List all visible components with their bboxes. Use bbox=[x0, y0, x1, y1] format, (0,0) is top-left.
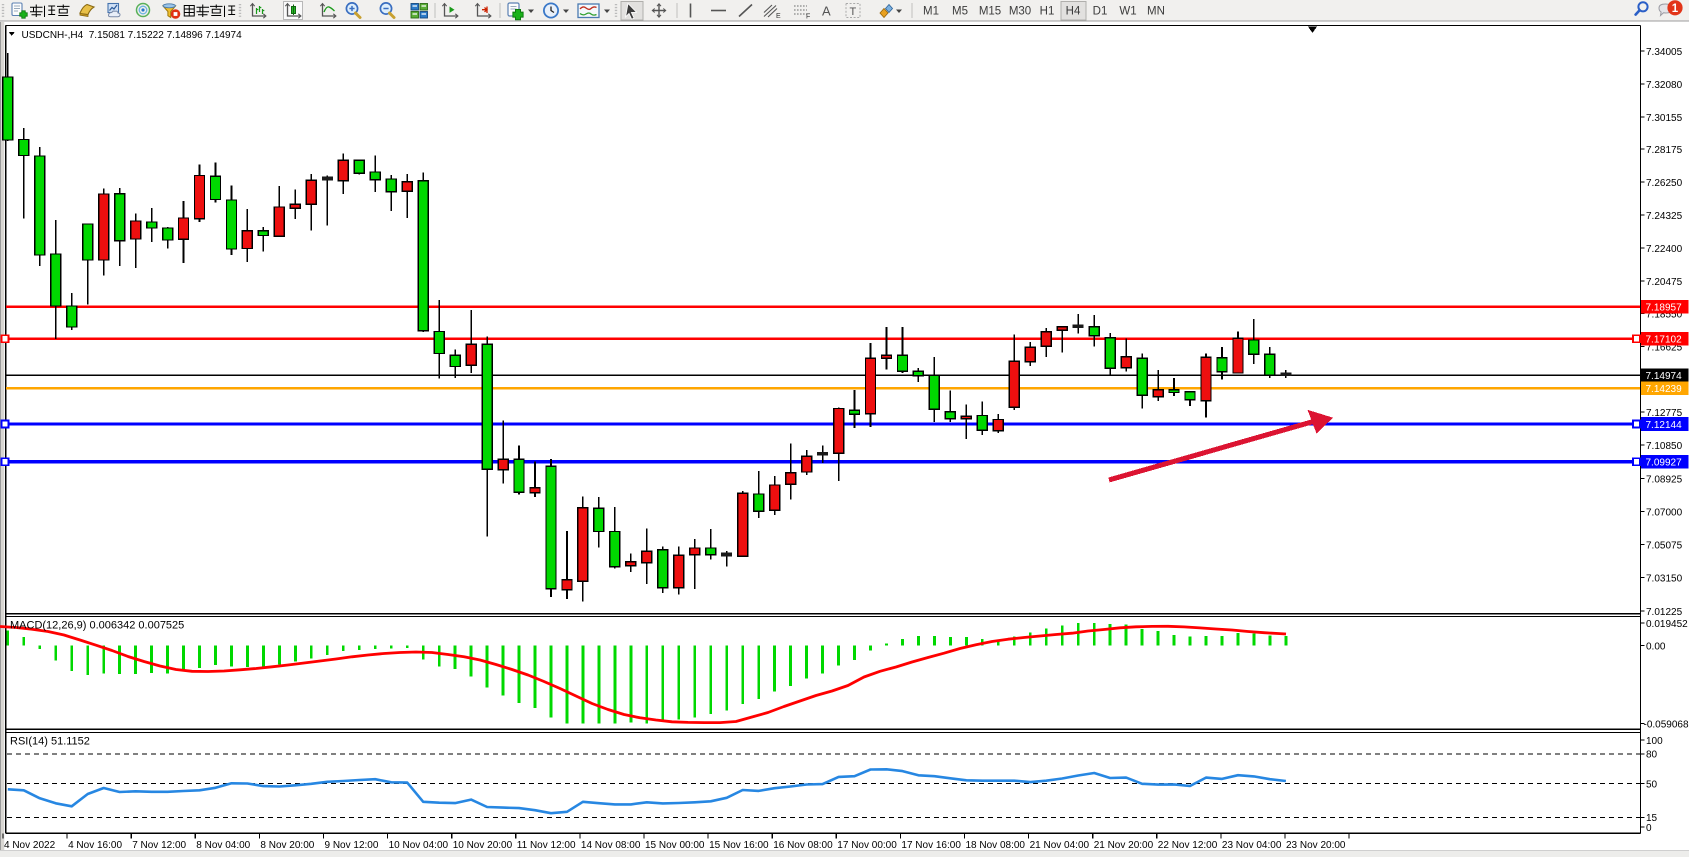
svg-text:MACD(12,26,9) 0.006342 0.00752: MACD(12,26,9) 0.006342 0.007525 bbox=[10, 620, 184, 632]
svg-text:E: E bbox=[776, 13, 781, 20]
svg-text:21 Nov 04:00: 21 Nov 04:00 bbox=[1030, 840, 1090, 851]
svg-text:1: 1 bbox=[1672, 3, 1679, 15]
svg-text:M15: M15 bbox=[979, 6, 1001, 18]
svg-text:23 Nov 04:00: 23 Nov 04:00 bbox=[1222, 840, 1282, 851]
svg-text:100: 100 bbox=[1646, 736, 1663, 747]
svg-text:7.03150: 7.03150 bbox=[1646, 573, 1683, 584]
svg-text:D1: D1 bbox=[1093, 6, 1108, 18]
svg-text:7.17102: 7.17102 bbox=[1646, 335, 1683, 346]
svg-text:23 Nov 20:00: 23 Nov 20:00 bbox=[1286, 840, 1346, 851]
svg-text:0: 0 bbox=[1646, 823, 1652, 834]
svg-text:8 Nov 20:00: 8 Nov 20:00 bbox=[260, 840, 314, 851]
svg-text:A: A bbox=[822, 4, 831, 19]
svg-text:21 Nov 20:00: 21 Nov 20:00 bbox=[1094, 840, 1154, 851]
svg-text:7.09927: 7.09927 bbox=[1646, 458, 1683, 469]
svg-text:7.14974: 7.14974 bbox=[1646, 371, 1683, 382]
svg-text:M30: M30 bbox=[1009, 6, 1031, 18]
svg-text:M5: M5 bbox=[952, 6, 968, 18]
svg-text:7.20475: 7.20475 bbox=[1646, 277, 1683, 288]
svg-text:H4: H4 bbox=[1066, 6, 1081, 18]
svg-text:4 Nov 16:00: 4 Nov 16:00 bbox=[68, 840, 122, 851]
svg-text:7.10850: 7.10850 bbox=[1646, 441, 1683, 452]
svg-text:7.16625: 7.16625 bbox=[1646, 342, 1683, 353]
svg-text:7.22400: 7.22400 bbox=[1646, 244, 1683, 255]
svg-text:F: F bbox=[806, 14, 810, 21]
svg-text:17 Nov 16:00: 17 Nov 16:00 bbox=[901, 840, 961, 851]
svg-text:7.28175: 7.28175 bbox=[1646, 145, 1683, 156]
svg-text:9 Nov 12:00: 9 Nov 12:00 bbox=[325, 840, 379, 851]
svg-text:15: 15 bbox=[1646, 813, 1658, 824]
svg-text:M1: M1 bbox=[923, 6, 939, 18]
svg-text:7.32080: 7.32080 bbox=[1646, 80, 1683, 91]
svg-text:16 Nov 08:00: 16 Nov 08:00 bbox=[773, 840, 833, 851]
svg-text:15 Nov 00:00: 15 Nov 00:00 bbox=[645, 840, 705, 851]
svg-text:7 Nov 12:00: 7 Nov 12:00 bbox=[132, 840, 186, 851]
svg-text:7.12144: 7.12144 bbox=[1646, 420, 1683, 431]
svg-text:0.019452: 0.019452 bbox=[1646, 619, 1688, 630]
svg-text:MN: MN bbox=[1147, 6, 1165, 18]
svg-text:-0.059068: -0.059068 bbox=[1644, 719, 1689, 730]
svg-text:7.08925: 7.08925 bbox=[1646, 474, 1683, 485]
svg-text:10 Nov 20:00: 10 Nov 20:00 bbox=[453, 840, 513, 851]
svg-text:80: 80 bbox=[1646, 750, 1658, 761]
svg-text:T: T bbox=[850, 6, 857, 18]
svg-text:7.18550: 7.18550 bbox=[1646, 309, 1683, 320]
svg-text:H1: H1 bbox=[1040, 6, 1055, 18]
svg-text:17 Nov 00:00: 17 Nov 00:00 bbox=[837, 840, 897, 851]
svg-text:22 Nov 12:00: 22 Nov 12:00 bbox=[1158, 840, 1218, 851]
svg-text:USDCNH-,H4 7.15081 7.15222 7.: USDCNH-,H4 7.15081 7.15222 7.14896 7.149… bbox=[22, 30, 243, 41]
svg-text:15 Nov 16:00: 15 Nov 16:00 bbox=[709, 840, 769, 851]
svg-text:14 Nov 08:00: 14 Nov 08:00 bbox=[581, 840, 641, 851]
svg-text:7.18957: 7.18957 bbox=[1646, 303, 1683, 314]
svg-text:8 Nov 04:00: 8 Nov 04:00 bbox=[196, 840, 250, 851]
svg-text:7.14239: 7.14239 bbox=[1646, 384, 1683, 395]
svg-text:7.12775: 7.12775 bbox=[1646, 408, 1683, 419]
svg-text:7.34005: 7.34005 bbox=[1646, 47, 1683, 58]
svg-text:7.24325: 7.24325 bbox=[1646, 211, 1683, 222]
svg-text:W1: W1 bbox=[1119, 6, 1136, 18]
svg-text:7.07000: 7.07000 bbox=[1646, 507, 1683, 518]
svg-text:7.01225: 7.01225 bbox=[1646, 607, 1683, 618]
svg-text:0.00: 0.00 bbox=[1646, 641, 1666, 652]
svg-text:18 Nov 08:00: 18 Nov 08:00 bbox=[966, 840, 1026, 851]
svg-text:7.30155: 7.30155 bbox=[1646, 113, 1683, 124]
svg-text:50: 50 bbox=[1646, 779, 1658, 790]
svg-text:4 Nov 2022: 4 Nov 2022 bbox=[4, 840, 56, 851]
svg-text:RSI(14) 51.1152: RSI(14) 51.1152 bbox=[10, 736, 90, 748]
svg-text:11 Nov 12:00: 11 Nov 12:00 bbox=[517, 840, 576, 851]
svg-text:10 Nov 04:00: 10 Nov 04:00 bbox=[389, 840, 449, 851]
svg-text:7.05075: 7.05075 bbox=[1646, 540, 1683, 551]
svg-text:7.26250: 7.26250 bbox=[1646, 178, 1683, 189]
